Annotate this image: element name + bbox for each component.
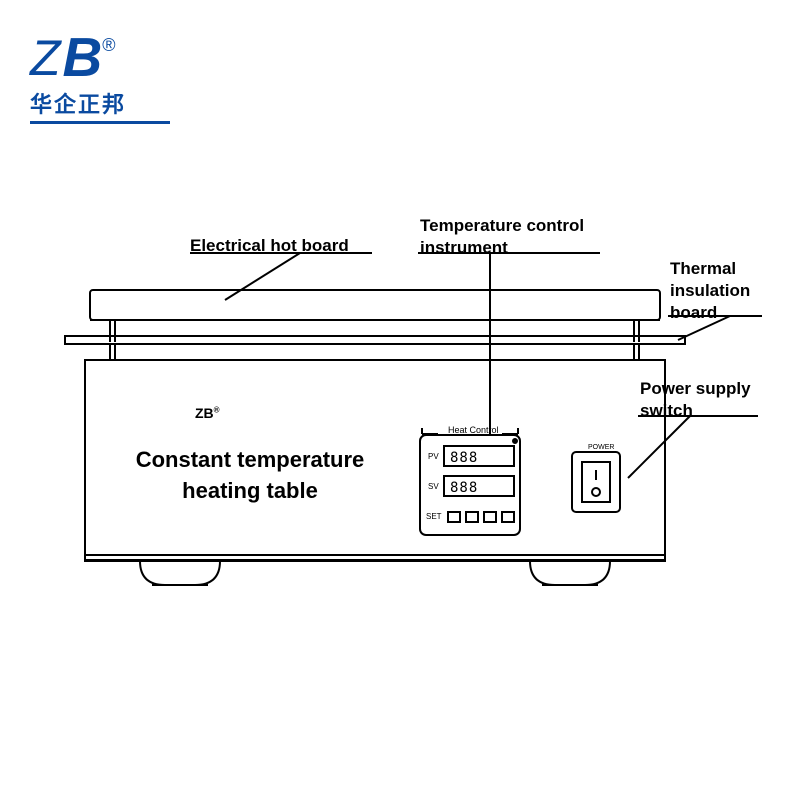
device-diagram (0, 0, 800, 800)
